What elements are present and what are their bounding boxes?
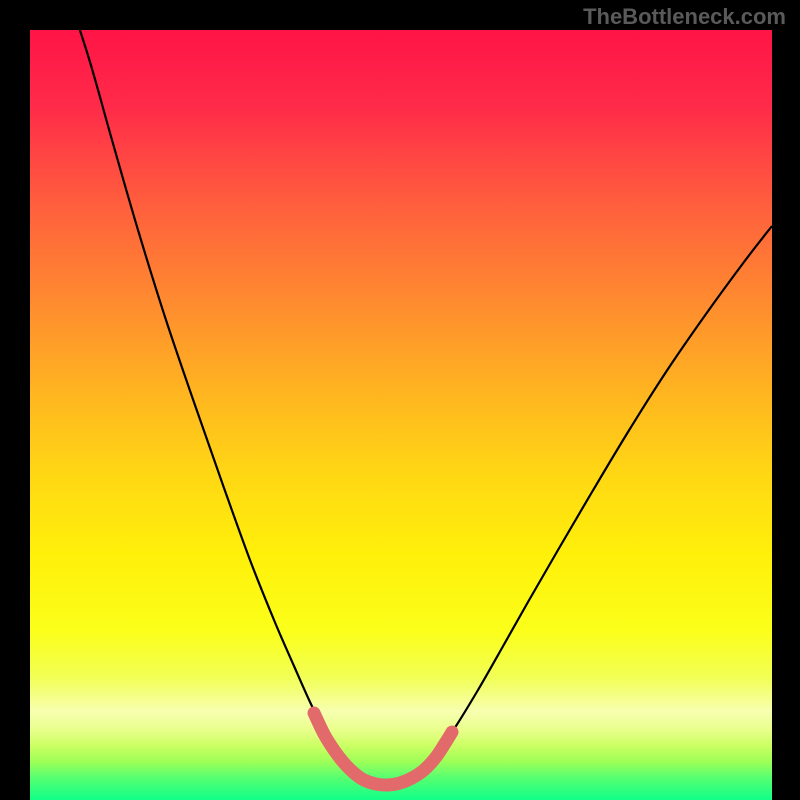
gradient-background <box>0 0 800 800</box>
attribution-text: TheBottleneck.com <box>583 4 786 30</box>
chart-root: TheBottleneck.com <box>0 0 800 800</box>
